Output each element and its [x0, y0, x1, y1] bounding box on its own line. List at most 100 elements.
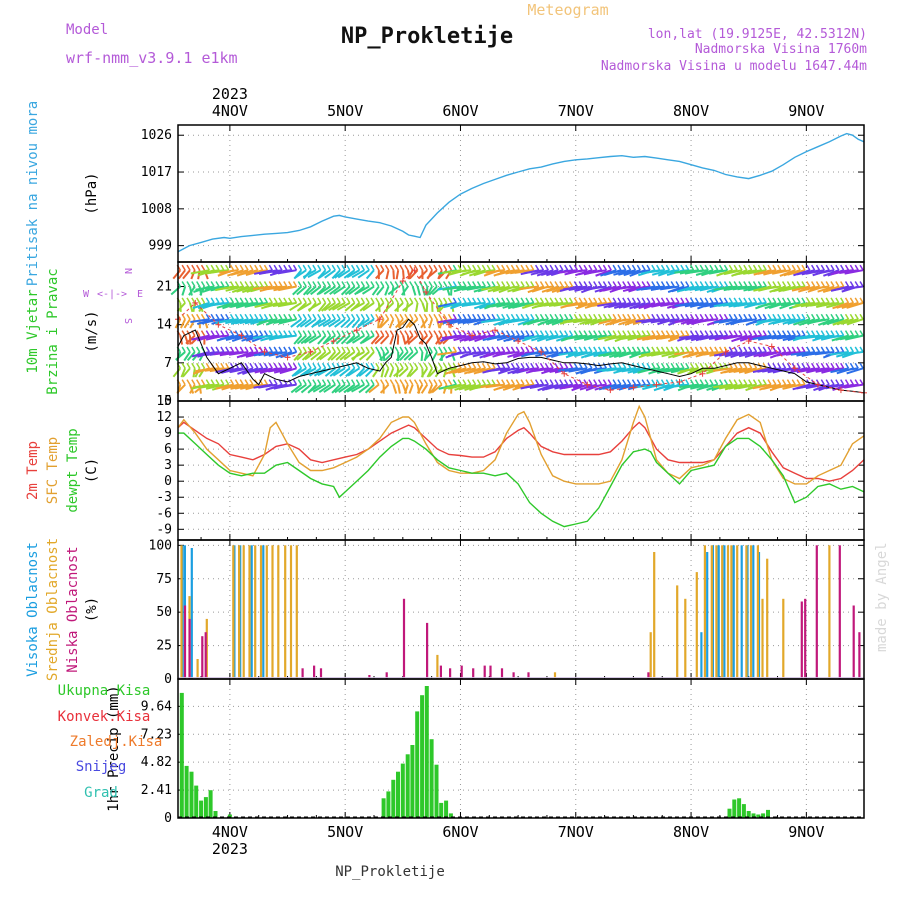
wind-arrow-barb	[186, 264, 191, 271]
wind-arrow-barb	[302, 379, 307, 386]
wind-arrow-barb	[641, 313, 646, 320]
wind-arrow-barb	[409, 362, 414, 369]
wind-arrow-barb	[709, 330, 714, 336]
wind-arrow-barb	[370, 264, 375, 271]
wind-arrow-barb	[472, 264, 477, 271]
wind-arrow-barb	[534, 330, 540, 336]
wind-arrow-barb	[665, 297, 671, 304]
wind-arrow	[790, 350, 810, 356]
bar-visoka-oblacnost	[706, 552, 709, 679]
wind-arrow-barb	[273, 379, 278, 386]
wind-arrow	[567, 269, 588, 274]
wind-arrow-barb	[564, 346, 569, 353]
wind-arrow-barb	[796, 346, 801, 353]
bar-srednja-oblacnost	[271, 545, 274, 679]
wind-arrow	[659, 285, 680, 291]
wind-arrow	[225, 285, 244, 292]
wind-arrow-barb	[762, 346, 767, 353]
wind-arrow	[529, 318, 549, 324]
wind-arrow-barb	[835, 379, 840, 386]
wind-arrow-barb	[481, 313, 487, 320]
wind-arrow-barb	[840, 379, 845, 386]
wind-arrow-barb	[215, 297, 220, 304]
wind-arrow-barb	[772, 264, 777, 271]
bar-visoka-oblacnost	[190, 548, 193, 679]
wind-arrow	[747, 301, 767, 307]
bar-niska-oblacnost	[472, 668, 475, 679]
y-tick-label: 14	[156, 318, 172, 333]
wind-arrow-barb	[854, 330, 859, 336]
date-tick-label: 5NOV	[327, 823, 363, 841]
wind-arrow	[359, 302, 370, 312]
wind-arrow	[435, 335, 443, 345]
wind-arrow-barb	[854, 297, 859, 304]
wind-arrow-barb	[854, 362, 859, 369]
wind-arrow-barb	[510, 346, 516, 353]
wind-arrow-barb	[815, 297, 821, 304]
wind-arrow	[219, 334, 239, 341]
wind-arrow-barb	[844, 346, 850, 353]
wind-arrow-barb	[312, 281, 317, 287]
wind-arrow-barb	[331, 281, 336, 287]
wind-arrow-barb	[748, 346, 753, 353]
wind-arrow-barb	[530, 379, 535, 386]
bar-visoka-oblacnost	[700, 632, 703, 679]
wind-arrow-barb	[675, 297, 680, 304]
wind-arrow-barb	[573, 346, 579, 353]
bar-niska-oblacnost	[800, 601, 803, 679]
wind-arrow	[574, 285, 593, 292]
wind-arrow	[568, 285, 588, 292]
wind-arrow-barb	[283, 362, 288, 369]
wind-arrow	[674, 318, 694, 324]
wind-arrow-barb	[549, 297, 554, 304]
wind-arrow-barb	[380, 297, 385, 304]
wind-arrow	[528, 350, 549, 356]
wind-arrow-barb	[762, 362, 767, 369]
bar-ukupna-kisa	[415, 711, 420, 818]
bar-ukupna-kisa	[179, 692, 184, 818]
wind-arrow	[505, 383, 525, 389]
wind-arrow-barb	[239, 313, 244, 320]
wind-arrow-barb	[472, 330, 477, 336]
wind-arrow-barb	[220, 264, 225, 271]
wind-arrow-barb	[205, 313, 211, 320]
wind-arrow-barb	[844, 264, 850, 271]
wind-arrow-barb	[786, 264, 792, 271]
wind-arrow-barb	[559, 379, 564, 386]
wind-arrow	[244, 318, 263, 325]
wind-arrow-barb	[472, 362, 477, 369]
wind-arrow-barb	[539, 330, 545, 336]
wind-arrow	[650, 334, 670, 340]
wind-arrow-barb	[554, 297, 559, 304]
wind-arrow-barb	[840, 330, 845, 336]
wind-arrow-barb	[815, 362, 821, 369]
wind-arrow	[334, 383, 346, 394]
wind-arrow-barb	[791, 379, 796, 386]
wind-arrow	[602, 285, 622, 292]
wind-arrow	[613, 269, 631, 276]
wind-arrow-barb	[428, 281, 433, 287]
wind-arrow-barb	[404, 281, 409, 287]
wind-arrow-barb	[205, 346, 211, 353]
wind-arrow-barb	[229, 346, 235, 353]
wind-arrow-barb	[762, 297, 767, 304]
wind-arrow-barb	[186, 313, 191, 320]
wind-arrow-barb	[341, 281, 346, 287]
wind-arrow-barb	[844, 362, 850, 369]
wind-arrow	[645, 301, 665, 307]
wind-arrow	[680, 318, 699, 325]
location-coordinates: lon,lat (19.9125E, 42.5312N)	[648, 27, 867, 42]
wind-arrow	[426, 269, 438, 279]
wind-arrow-barb	[525, 330, 530, 336]
wind-arrow-barb	[413, 281, 419, 287]
wind-arrow-barb	[307, 362, 312, 369]
wind-arrow-barb	[389, 313, 395, 320]
wind-arrow-barb	[544, 379, 549, 386]
wind-arrow-barb	[510, 264, 516, 271]
wind-arrow	[546, 285, 564, 293]
wind-arrow	[427, 384, 434, 394]
wind-arrow-barb	[462, 362, 467, 369]
wind-arrow-barb	[288, 281, 293, 287]
bar-niska-oblacnost	[204, 632, 207, 679]
wind-arrow	[192, 301, 210, 309]
